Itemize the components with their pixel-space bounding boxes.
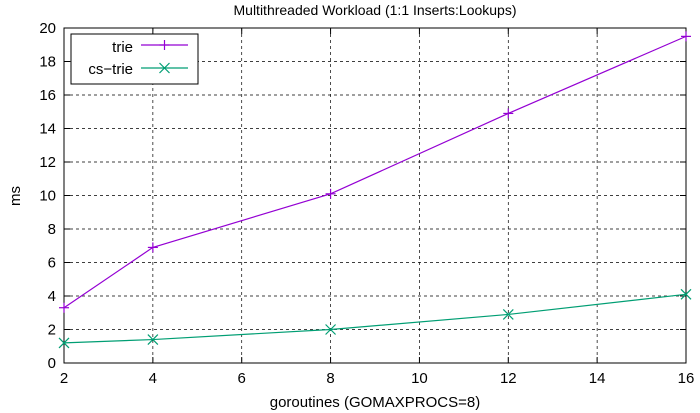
x-tick-label: 16 [678, 370, 695, 387]
y-tick-label: 14 [39, 121, 56, 138]
legend-label-cs-trie: cs−trie [88, 61, 133, 78]
legend-label-trie: trie [112, 39, 133, 56]
grid-lines [64, 28, 686, 363]
y-tick-label: 18 [39, 54, 56, 71]
x-axis-tick-labels: 2 4 6 8 10 12 14 16 [60, 370, 695, 387]
y-tick-label: 16 [39, 87, 56, 104]
legend-marker-cs-trie [159, 62, 170, 74]
y-tick-label: 8 [48, 221, 56, 238]
legend-samples [141, 40, 188, 74]
data-point-trie [325, 188, 336, 199]
data-point-trie [147, 242, 158, 253]
x-axis-title: goroutines (GOMAXPROCS=8) [270, 394, 481, 411]
legend-marker-trie [159, 40, 170, 50]
data-point-cs-trie [58, 337, 70, 349]
y-tick-label: 20 [39, 20, 56, 37]
x-tick-label: 12 [500, 370, 517, 387]
data-point-trie [59, 302, 69, 313]
x-tick-label: 6 [238, 370, 246, 387]
chart-title: Multithreaded Workload (1:1 Inserts:Look… [234, 2, 517, 18]
data-point-trie [681, 31, 691, 42]
series-layer [58, 31, 692, 349]
y-tick-label: 6 [48, 255, 56, 272]
data-point-cs-trie [325, 324, 336, 335]
plot-frame [63, 27, 687, 364]
y-tick-label: 12 [39, 154, 56, 171]
x-tick-label: 14 [589, 370, 606, 387]
y-axis-tick-labels: 0 2 4 6 8 10 12 14 16 18 20 [39, 20, 56, 372]
x-tick-label: 8 [326, 370, 334, 387]
data-point-cs-trie [502, 309, 514, 320]
legend-box [70, 33, 199, 85]
x-tick-label: 2 [60, 370, 68, 387]
y-tick-label: 4 [48, 288, 56, 305]
legend: trie cs−trie [70, 33, 199, 85]
y-tick-label: 10 [39, 188, 56, 205]
data-point-cs-trie [147, 334, 159, 345]
y-tick-label: 2 [48, 322, 56, 339]
x-tick-label: 10 [411, 370, 428, 387]
y-tick-label: 0 [48, 355, 56, 372]
data-point-cs-trie [680, 288, 692, 300]
y-axis-title: ms [7, 186, 24, 206]
data-point-trie [503, 108, 514, 119]
x-tick-label: 4 [149, 370, 157, 387]
